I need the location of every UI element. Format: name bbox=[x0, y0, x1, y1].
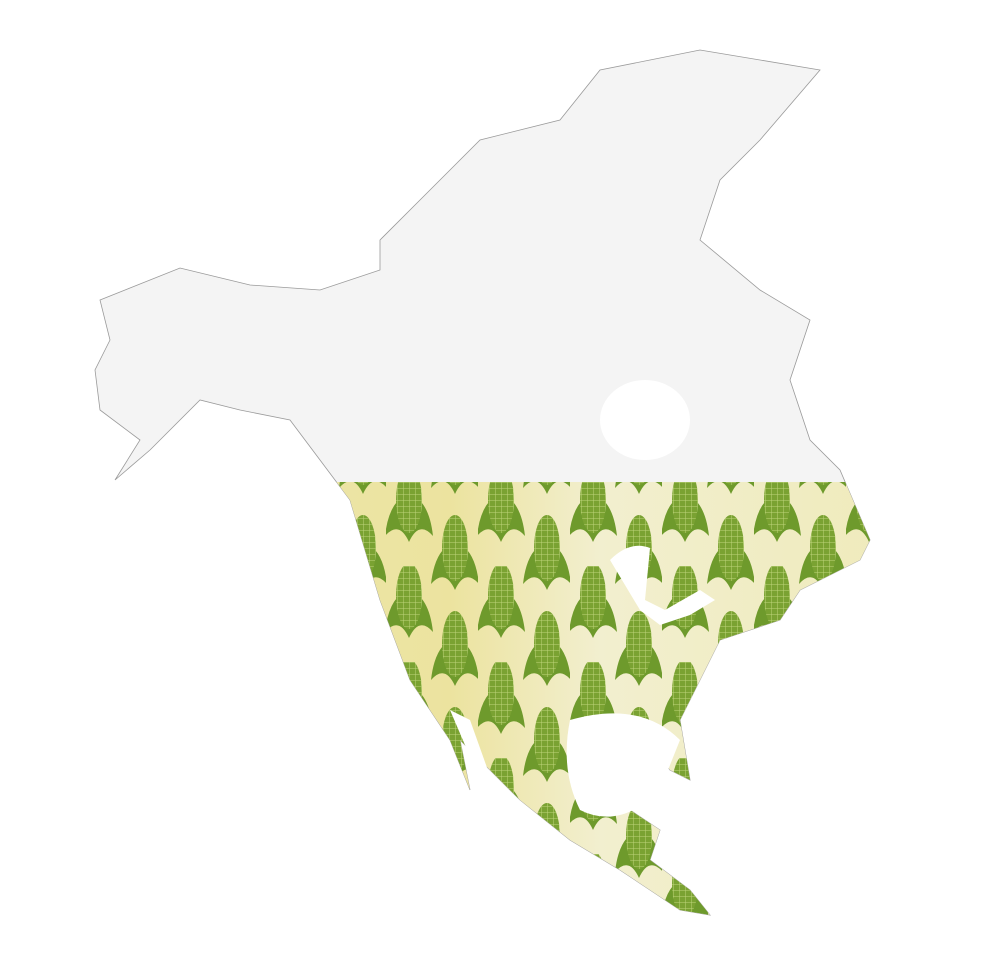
corn-cob-icon-pattern bbox=[95, 482, 870, 915]
hudson-bay bbox=[600, 380, 690, 460]
gulf-of-california bbox=[450, 710, 495, 790]
gulf-of-mexico bbox=[566, 713, 680, 817]
continent bbox=[94, 49, 871, 916]
great-lakes bbox=[610, 545, 715, 625]
